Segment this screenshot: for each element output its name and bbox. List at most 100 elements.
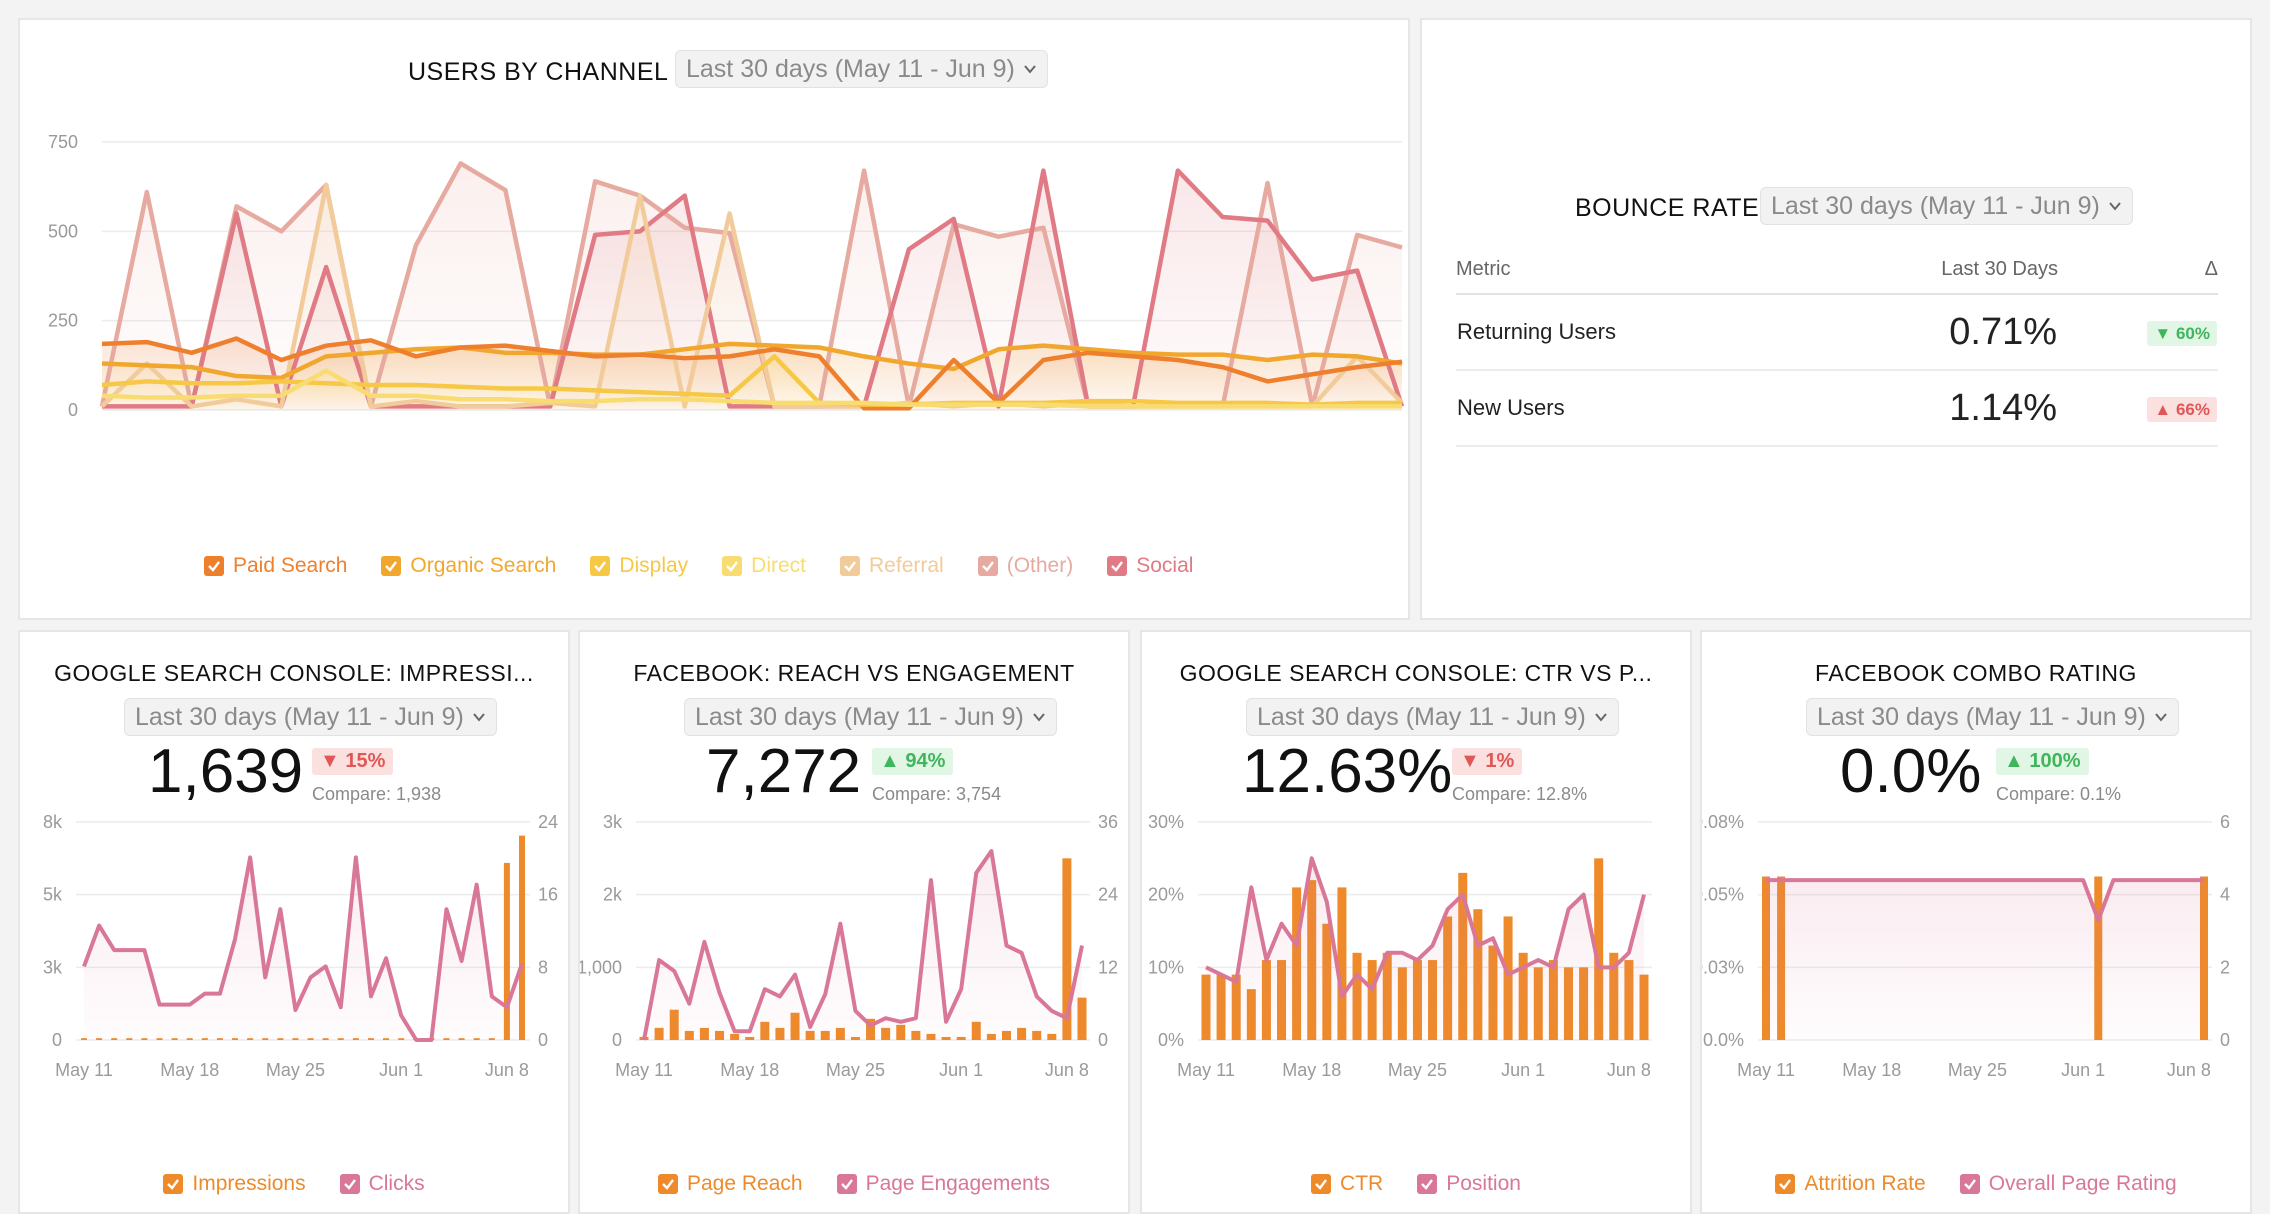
legend-item-direct[interactable]: Direct [722, 554, 806, 578]
kpi-value: 1,639 [148, 737, 304, 806]
legend-label: Paid Search [233, 554, 348, 577]
checkbox-icon[interactable] [836, 1174, 857, 1194]
x-tick-label: May 25 [1948, 1060, 2007, 1080]
legend-label: Page Engagements [865, 1172, 1051, 1195]
x-tick-label: May 11 [615, 1060, 673, 1080]
bar-impressions [503, 862, 510, 1040]
delta-badge: ▲ 94% [872, 748, 954, 775]
x-tick-label: May 18 [720, 1060, 779, 1080]
checkbox-icon[interactable] [1107, 556, 1128, 576]
bounce-rate-panel: BOUNCE RATE Last 30 days (May 11 - Jun 9… [1420, 18, 2252, 620]
users-by-channel-range-dropdown[interactable]: Last 30 days (May 11 - Jun 9) [675, 50, 1048, 88]
checkbox-icon[interactable] [1775, 1174, 1796, 1194]
y-tick-label: 0% [1158, 1030, 1184, 1050]
table-row: Returning Users 0.71% ▼ 60% [1456, 294, 2218, 371]
legend-item-other[interactable]: (Other) [977, 554, 1074, 578]
series-area-position [1206, 858, 1644, 1040]
bounce-rate-range-dropdown[interactable]: Last 30 days (May 11 - Jun 9) [1760, 187, 2133, 225]
card-fb-reach-engagement: FACEBOOK: REACH VS ENGAGEMENT Last 30 da… [578, 630, 1130, 1214]
legend-label: CTR [1340, 1172, 1384, 1195]
y-tick-label: 250 [48, 311, 78, 331]
chevron-down-icon [1595, 713, 1607, 722]
card-range-dropdown[interactable]: Last 30 days (May 11 - Jun 9) [1246, 698, 1619, 736]
range-label: Last 30 days (May 11 - Jun 9) [1817, 702, 2146, 731]
checkbox-icon[interactable] [163, 1174, 184, 1194]
y-right-tick-label: 6 [2220, 812, 2230, 832]
legend-item-overall-page-rating[interactable]: Overall Page Rating [1959, 1172, 2177, 1196]
y-right-tick-label: 36 [1098, 812, 1118, 832]
legend-item-position[interactable]: Position [1417, 1172, 1521, 1196]
users-by-channel-title: USERS BY CHANNEL [408, 58, 669, 86]
x-tick-label: Jun 8 [485, 1060, 529, 1080]
range-label: Last 30 days (May 11 - Jun 9) [1771, 191, 2100, 220]
card-range-dropdown[interactable]: Last 30 days (May 11 - Jun 9) [1806, 698, 2179, 736]
checkbox-icon[interactable] [1311, 1174, 1332, 1194]
x-tick-label: May 25 [1388, 1060, 1447, 1080]
checkbox-icon[interactable] [204, 556, 224, 576]
legend-label: Direct [751, 554, 807, 577]
checkbox-icon[interactable] [381, 556, 402, 576]
y-right-tick-label: 24 [1098, 885, 1118, 905]
legend-item-impressions[interactable]: Impressions [163, 1172, 306, 1196]
series-line-organic-search [101, 341, 1403, 381]
x-tick-label: May 11 [1737, 1060, 1795, 1080]
delta-badge: ▲ 100% [1996, 748, 2089, 775]
metric-name: New Users [1456, 370, 1786, 447]
legend-item-organic-search[interactable]: Organic Search [381, 554, 556, 578]
legend-item-clicks[interactable]: Clicks [339, 1172, 425, 1196]
y-tick-label: 5k [43, 885, 63, 905]
legend-label: Display [619, 554, 689, 577]
y-tick-label: 3k [603, 812, 623, 832]
checkbox-icon[interactable] [657, 1174, 678, 1194]
legend-item-display[interactable]: Display [590, 554, 688, 578]
x-tick-label: Jun 1 [2061, 1060, 2105, 1080]
card-range-dropdown[interactable]: Last 30 days (May 11 - Jun 9) [684, 698, 1057, 736]
card-title: FACEBOOK COMBO RATING [1815, 660, 2137, 686]
checkbox-icon[interactable] [1959, 1174, 1980, 1194]
checkbox-icon[interactable] [1417, 1174, 1438, 1194]
legend-label: Overall Page Rating [1988, 1172, 2177, 1195]
chevron-down-icon [2155, 713, 2167, 722]
chevron-down-icon [2109, 202, 2121, 211]
legend-item-page-engagements[interactable]: Page Engagements [836, 1172, 1051, 1196]
y-tick-label: 20% [1148, 885, 1184, 905]
checkbox-icon[interactable] [977, 556, 998, 576]
card-legend: CTR Position [1142, 1172, 1690, 1196]
y-tick-label: 3k [43, 957, 63, 977]
y-tick-label: 500 [48, 221, 78, 241]
y-tick-label: 0 [612, 1030, 622, 1050]
y-right-tick-label: 4 [2220, 885, 2230, 905]
legend-item-referral[interactable]: Referral [840, 554, 944, 578]
card-range-dropdown[interactable]: Last 30 days (May 11 - Jun 9) [124, 698, 497, 736]
y-tick-label: 0 [52, 1030, 62, 1050]
y-tick-label: 0.05% [1702, 885, 1744, 905]
legend-label: (Other) [1006, 554, 1074, 577]
x-tick-label: Jun 1 [1501, 1060, 1545, 1080]
legend-item-social[interactable]: Social [1107, 554, 1193, 578]
bounce-rate-table: Metric Last 30 Days Δ Returning Users 0.… [1456, 258, 2218, 447]
series-line-paid-search [101, 336, 1403, 411]
compare-text: Compare: 3,754 [872, 784, 1002, 804]
y-tick-label: 750 [48, 132, 78, 152]
y-tick-label: 0.0% [1703, 1030, 1744, 1050]
bar-ctr [1337, 887, 1347, 1040]
checkbox-icon[interactable] [339, 1174, 360, 1194]
legend-item-page-reach[interactable]: Page Reach [657, 1172, 803, 1196]
legend-item-attrition-rate[interactable]: Attrition Rate [1775, 1172, 1926, 1196]
checkbox-icon[interactable] [722, 556, 743, 576]
delta-cell: ▼ 60% [2058, 294, 2218, 371]
metric-name: Returning Users [1456, 294, 1786, 371]
checkbox-icon[interactable] [590, 556, 611, 576]
series-line-position [1205, 856, 1646, 999]
card-legend: Attrition Rate Overall Page Rating [1702, 1172, 2250, 1196]
compare-text: Compare: 1,938 [312, 784, 442, 804]
delta-cell: ▲ 66% [2058, 370, 2218, 447]
kpi-value: 7,272 [706, 737, 862, 806]
legend-label: Attrition Rate [1804, 1172, 1926, 1195]
y-tick-label: 0 [68, 400, 78, 420]
legend-item-ctr[interactable]: CTR [1311, 1172, 1383, 1196]
checkbox-icon[interactable] [840, 556, 861, 576]
series-line-clicks [82, 855, 524, 1042]
legend-item-paid-search[interactable]: Paid Search [204, 554, 347, 578]
